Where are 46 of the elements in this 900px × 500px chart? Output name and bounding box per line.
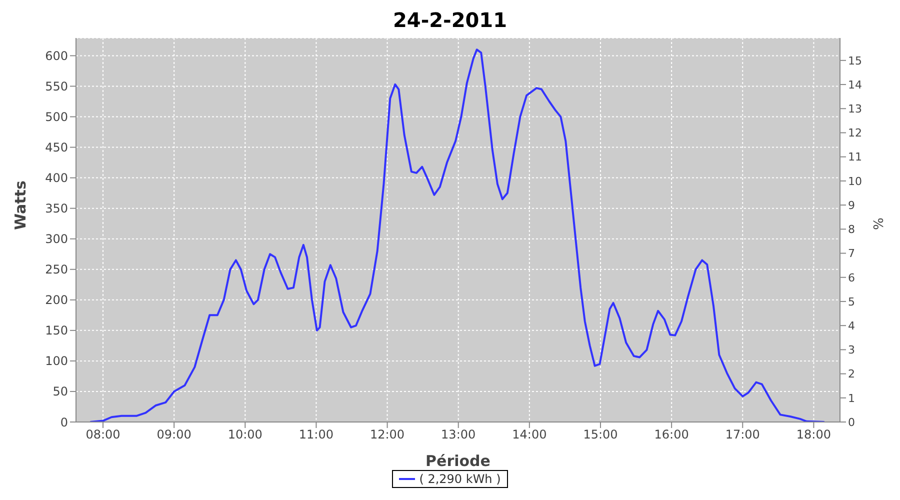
x-tick-label: 11:00 xyxy=(298,428,334,442)
line-series xyxy=(89,48,826,422)
y-tick-label: 0 xyxy=(60,415,68,430)
y2-tick-label: 1 xyxy=(848,392,855,405)
y-tick-label: 450 xyxy=(45,140,68,155)
y2-tick-label: 11 xyxy=(848,150,862,164)
x-tick-label: 17:00 xyxy=(725,428,760,442)
x-tick-label: 12:00 xyxy=(370,428,405,442)
x-tick-label: 08:00 xyxy=(86,428,120,442)
y-axis-title: Watts xyxy=(11,180,30,230)
y2-tick-label: 2 xyxy=(848,368,855,381)
y2-tick-label: 9 xyxy=(848,198,855,212)
x-axis-title: Période xyxy=(426,452,490,470)
y-tick-label: 100 xyxy=(45,354,68,368)
y-tick-label: 300 xyxy=(45,232,68,246)
y2-tick-label: 8 xyxy=(848,223,855,236)
y2-tick-label: 10 xyxy=(848,174,862,188)
y-tick-label: 600 xyxy=(45,48,68,63)
y2-tick-label: 0 xyxy=(848,416,855,429)
x-tick-label: 16:00 xyxy=(654,428,689,442)
y-tick-label: 550 xyxy=(45,79,68,94)
legend-label: ( 2,290 kWh ) xyxy=(419,472,501,486)
x-tick-label: 15:00 xyxy=(583,428,618,442)
y2-tick-label: 14 xyxy=(848,78,862,92)
x-tick-label: 14:00 xyxy=(512,428,547,442)
y-tick-label: 50 xyxy=(52,384,68,399)
y2-tick-label: 5 xyxy=(848,295,855,308)
y2-tick-label: 13 xyxy=(848,102,862,116)
y-tick-label: 250 xyxy=(45,262,68,277)
y2-tick-label: 12 xyxy=(848,126,862,140)
y2-axis-title: % xyxy=(869,218,884,230)
y2-tick-label: 3 xyxy=(848,344,855,357)
x-tick-label: 13:00 xyxy=(441,428,476,442)
x-tick-label: 18:00 xyxy=(796,428,831,442)
y2-tick-label: 15 xyxy=(848,54,862,68)
y2-tick-label: 4 xyxy=(848,319,855,332)
x-tick-label: 09:00 xyxy=(156,428,192,442)
y-tick-label: 350 xyxy=(45,202,68,216)
y2-tick-label: 7 xyxy=(848,247,855,260)
x-tick-label: 10:00 xyxy=(228,428,262,442)
y-tick-label: 150 xyxy=(45,324,68,338)
y-tick-label: 400 xyxy=(45,171,68,186)
y-tick-label: 200 xyxy=(45,293,68,308)
y2-tick-label: 6 xyxy=(848,271,855,284)
y-tick-label: 500 xyxy=(45,110,68,124)
chart-title: 24-2-2011 xyxy=(392,8,508,34)
